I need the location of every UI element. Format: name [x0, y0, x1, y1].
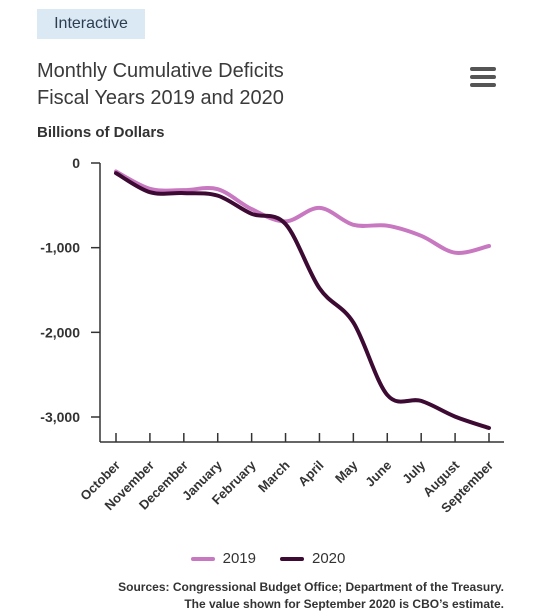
x-tick-label: July: [399, 457, 429, 487]
legend-item-2020[interactable]: 2020: [280, 550, 345, 567]
chart-title: Monthly Cumulative Deficits Fiscal Years…: [37, 58, 284, 112]
sources-note: Sources: Congressional Budget Office; De…: [34, 579, 504, 613]
y-tick-label: -2,000: [40, 324, 80, 340]
y-axis-label: Billions of Dollars: [37, 124, 165, 141]
x-tick-label: March: [255, 457, 293, 495]
legend: 2019 2020: [0, 550, 536, 567]
legend-swatch-2020: [280, 556, 304, 561]
y-tick-label: -3,000: [40, 409, 80, 425]
sources-line-1: Sources: Congressional Budget Office; De…: [118, 580, 504, 594]
chart-title-line-1: Monthly Cumulative Deficits: [37, 60, 284, 82]
series-line-2020: [114, 171, 491, 430]
hamburger-menu-icon[interactable]: [470, 67, 496, 89]
y-tick-label: -1,000: [40, 240, 80, 256]
x-tick-label: May: [332, 457, 361, 486]
y-axis: 0 -1,000 -2,000 -3,000: [40, 155, 101, 442]
legend-item-2019[interactable]: 2019: [190, 550, 256, 567]
legend-swatch-2019: [190, 556, 215, 561]
x-tick-label: April: [295, 458, 327, 490]
sources-line-2: The value shown for September 2020 is CB…: [184, 597, 504, 611]
series-line-2019: [114, 169, 491, 255]
interactive-badge: Interactive: [37, 9, 145, 39]
legend-label-2019: 2019: [222, 550, 256, 567]
x-axis: OctoberNovemberDecemberJanuaryFebruaryMa…: [77, 433, 504, 516]
legend-label-2020: 2020: [312, 550, 346, 567]
y-tick-label: 0: [72, 155, 80, 171]
x-tick-label: June: [362, 458, 394, 490]
chart-title-line-2: Fiscal Years 2019 and 2020: [37, 87, 284, 109]
series-lines: [114, 169, 491, 430]
